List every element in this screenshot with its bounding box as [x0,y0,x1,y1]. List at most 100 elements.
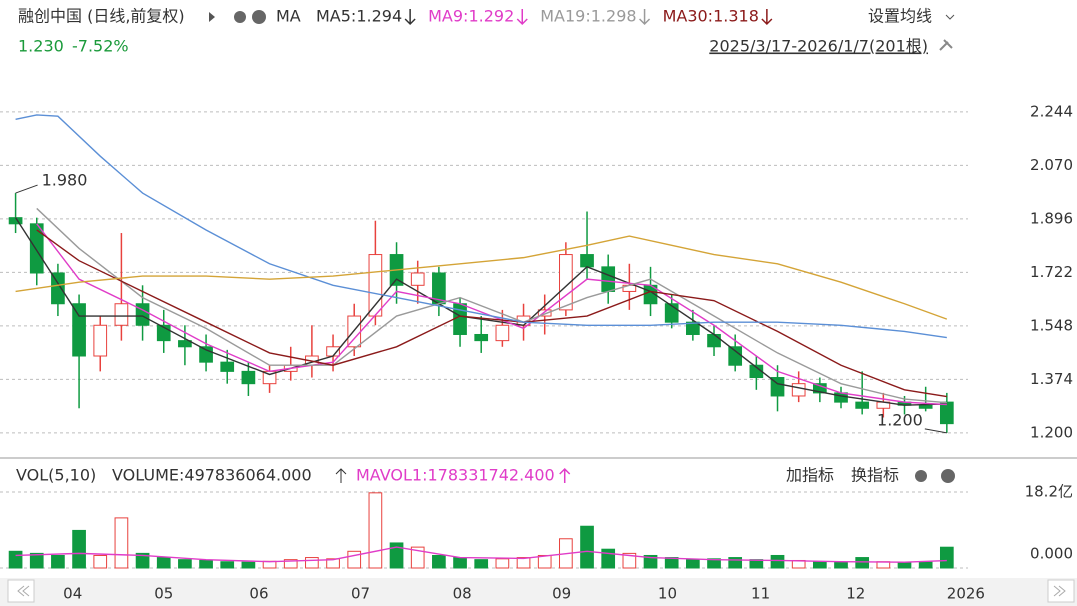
indicator-name: MA [276,7,301,26]
x-tick-label: 08 [453,585,472,603]
volume-bar [495,558,510,569]
y-tick-label: 1.722 [1030,263,1073,281]
x-tick-label: 06 [249,585,268,603]
volume-bar [72,529,86,569]
candle-body [410,272,425,286]
candle-body [114,303,129,326]
settings-button[interactable]: 设置均线 [868,7,932,26]
legend-entry: MA9:1.292 [428,7,514,26]
volume-bar [812,561,827,569]
scroll-right-button[interactable] [1047,579,1075,603]
legend-arrow [761,9,773,26]
y-tick-label: 1.896 [1030,209,1073,227]
y-tick-label: 0.000 [1030,545,1073,563]
volume-bar [770,554,785,569]
volume-bar [474,559,489,569]
candle-body [770,377,785,397]
change-percent: -7.52% [72,37,129,56]
y-tick-label: 1.374 [1030,370,1073,388]
candle-body [559,254,573,311]
volume-value: VOLUME:497836064.000 [112,466,312,485]
volume-bar [432,554,446,569]
stock-title: 融创中国 (日线,前复权) [18,7,185,26]
ma-line [36,229,947,398]
settings-icon[interactable] [915,470,927,482]
volume-bar [114,517,129,569]
candle-body [178,340,192,348]
candle-body [241,370,256,385]
candle-body [220,361,235,372]
close-icon[interactable] [252,10,266,24]
legend-entry: MA19:1.298 [540,7,636,26]
settings-icon[interactable] [234,11,246,23]
candle-body [580,254,594,268]
candle-body [855,401,870,409]
switch-indicator[interactable]: 换指标 [851,466,899,485]
y-tick-label: 2.070 [1030,156,1073,174]
ma-line [36,207,947,404]
volume-bar [580,525,594,569]
candle-body [537,309,552,317]
x-tick-label: 09 [552,585,571,603]
candle-body [495,324,510,342]
close-icon[interactable] [941,469,955,483]
volume-bar [834,561,848,569]
x-tick-label: 12 [846,585,865,603]
legend-entry: MA5:1.294 [316,7,402,26]
volume-arrow [335,468,347,483]
candle-body [72,303,86,357]
scroll-left-button[interactable] [7,579,35,603]
scroll-right-icon [1053,585,1066,597]
expand-icon[interactable] [209,12,215,22]
legend-arrow [404,9,416,26]
volume-bar [728,557,743,569]
y-tick-label: 1.548 [1030,316,1073,334]
volume-bar [918,561,933,569]
candle-body [686,321,700,335]
volume-bar [643,554,658,569]
volume-bar [368,492,383,569]
volume-bar [855,557,870,569]
x-tick-label: 11 [751,585,770,603]
legend: MA5:1.294 MA9:1.292 MA19:1.298 MA30:1.318 [316,7,773,26]
scroll-left-icon [17,585,30,597]
candle-body [834,392,848,403]
volume-bar [897,562,912,569]
volume-bar [178,559,192,569]
volume-bar [93,554,108,569]
candle-body [728,346,743,366]
x-tick-label: 04 [63,585,82,603]
volume-bar [135,552,150,569]
x-tick-label: 05 [154,585,173,603]
dropdown-icon[interactable] [945,14,955,20]
pin-icon[interactable] [939,39,953,51]
legend-entry: MAVOL1:178331742.400 [356,466,555,485]
candle-body [474,333,489,342]
volume-bar [389,542,404,569]
candle-body [93,324,108,357]
add-indicator[interactable]: 加指标 [786,466,834,485]
candle-body [939,401,954,425]
date-range[interactable]: 2025/3/17-2026/1/7(201根) [709,37,928,56]
annotation-label: 1.200 [877,410,923,429]
legend-arrow [639,9,651,26]
legend-entry: MA30:1.318 [663,7,759,26]
volume-bar [347,550,362,569]
y-tick-label: 2.244 [1030,102,1073,120]
volume-bar [305,557,319,569]
x-tick-label: 07 [351,585,370,603]
candle-body [601,266,616,292]
volume-bar [156,557,171,569]
candle-body [51,272,65,305]
ma-line [15,114,947,339]
time-axis-bar [0,578,1077,606]
candle-body [707,333,721,348]
ma-line [15,235,948,320]
volume-bar [453,557,467,569]
candle-body [791,383,806,397]
annotation-arrow [15,184,38,194]
volume-bar [601,548,616,569]
y-tick-label: 18.2亿 [1025,483,1073,501]
candle-body [29,223,44,274]
